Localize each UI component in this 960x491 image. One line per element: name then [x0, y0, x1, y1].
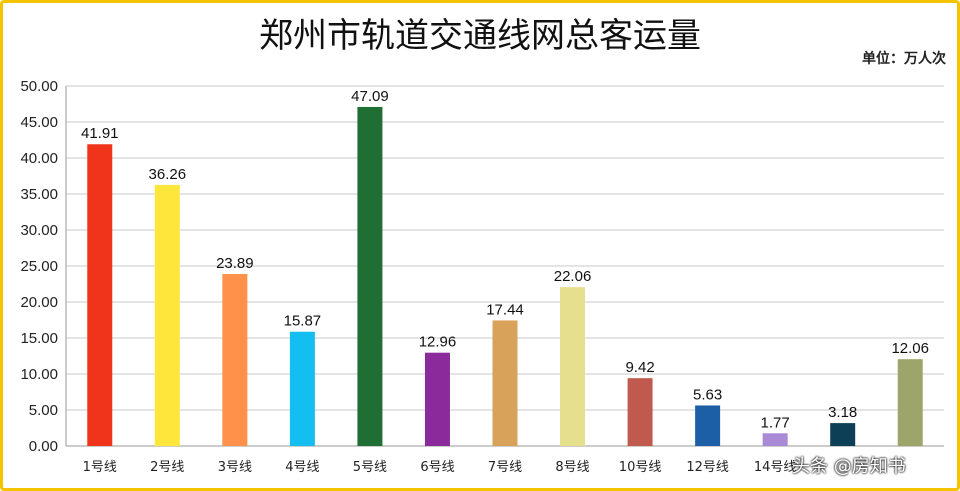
category-label: 6号线	[420, 460, 454, 475]
category-label: 7号线	[488, 460, 522, 475]
value-label: 22.06	[554, 268, 592, 285]
bar	[897, 359, 923, 446]
value-label: 12.96	[419, 334, 457, 351]
bar	[830, 423, 856, 446]
bar	[357, 106, 383, 447]
value-label: 41.91	[81, 125, 119, 142]
bar	[424, 352, 450, 446]
y-tick-label: 30.00	[20, 222, 58, 239]
value-label: 12.06	[891, 340, 929, 357]
bar	[222, 273, 248, 446]
y-tick-label: 35.00	[20, 186, 58, 203]
value-labels: 41.91 36.26 23.89 15.87 47.09 12.96 17.44 22.06…	[81, 88, 929, 431]
category-label: 1号线	[83, 460, 117, 475]
bar	[87, 144, 113, 447]
value-label: 5.63	[693, 386, 722, 403]
value-label: 15.87	[284, 313, 322, 330]
bar	[627, 378, 653, 446]
category-label: 12号线	[686, 460, 729, 475]
bar	[560, 287, 586, 446]
category-labels: 1号线 2号线 3号线 4号线 5号线 6号线 7号线 8号线 10号线 12号线 14号线	[83, 460, 797, 475]
y-tick-label: 25.00	[20, 258, 58, 275]
bar	[695, 405, 721, 446]
bar	[289, 331, 315, 446]
y-tick-label: 20.00	[20, 294, 58, 311]
category-label: 4号线	[285, 460, 319, 475]
y-tick-label: 40.00	[20, 150, 58, 167]
category-label: 5号线	[353, 460, 387, 475]
bar	[154, 184, 180, 447]
category-label: 14号线	[754, 460, 797, 475]
y-tick-label: 15.00	[20, 330, 58, 347]
y-tick-label: 10.00	[20, 366, 58, 383]
bar	[492, 320, 518, 446]
value-label: 3.18	[828, 404, 857, 421]
category-label: 3号线	[218, 460, 252, 475]
bar	[762, 433, 788, 446]
y-tick-label: 50.00	[20, 78, 58, 95]
y-tick-label: 0.00	[29, 438, 58, 455]
chart-title: 郑州市轨道交通线网总客运量	[259, 16, 701, 56]
y-tick-label: 5.00	[29, 402, 58, 419]
value-label: 9.42	[625, 359, 654, 376]
watermark: 头条 @房知书	[792, 456, 906, 477]
unit-label: 单位：万人次	[862, 51, 946, 67]
y-tick-labels: 0.00 5.00 10.00 15.00 20.00 25.00 30.00 35.00 40…	[20, 78, 58, 455]
y-tick-label: 45.00	[20, 114, 58, 131]
category-label: 2号线	[150, 460, 184, 475]
value-label: 17.44	[486, 301, 524, 318]
value-label: 1.77	[761, 414, 790, 431]
bars	[87, 106, 923, 447]
value-label: 36.26	[149, 166, 187, 183]
category-label: 8号线	[555, 460, 589, 475]
category-label: 10号线	[619, 460, 662, 475]
value-label: 47.09	[351, 88, 389, 105]
value-label: 23.89	[216, 255, 254, 272]
